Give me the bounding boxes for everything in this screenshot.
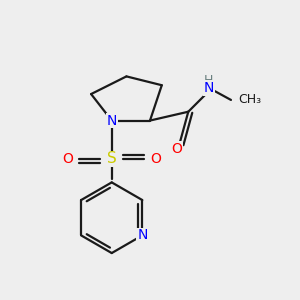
Text: O: O bbox=[62, 152, 73, 166]
Text: N: N bbox=[106, 114, 117, 128]
Text: CH₃: CH₃ bbox=[238, 93, 262, 106]
Text: N: N bbox=[137, 228, 148, 242]
Text: N: N bbox=[204, 81, 214, 95]
Text: S: S bbox=[107, 151, 117, 166]
Text: H: H bbox=[204, 74, 214, 87]
Text: O: O bbox=[151, 152, 161, 166]
Text: O: O bbox=[171, 142, 182, 155]
